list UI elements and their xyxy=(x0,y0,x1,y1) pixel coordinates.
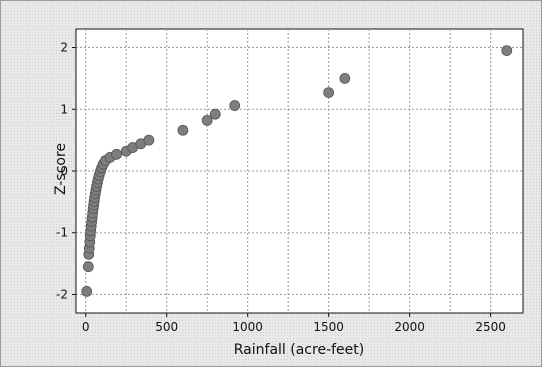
x-tick-label: 500 xyxy=(155,320,178,334)
data-point xyxy=(81,285,93,297)
data-point xyxy=(323,87,335,98)
data-point xyxy=(209,108,221,120)
x-tick-label: 0 xyxy=(82,320,90,334)
grid-lines xyxy=(76,29,523,313)
y-tick-label: 0 xyxy=(60,164,68,178)
data-point xyxy=(111,148,122,160)
plot-area xyxy=(75,28,524,314)
y-axis-title: Z-score xyxy=(53,143,69,195)
data-point xyxy=(339,72,351,84)
data-point xyxy=(82,261,94,273)
x-tick-label: 2500 xyxy=(475,320,506,334)
x-tick-label: 2000 xyxy=(394,320,425,334)
y-tick-label: 2 xyxy=(60,41,68,55)
data-points xyxy=(81,45,513,297)
x-tick-label: 1000 xyxy=(232,320,263,334)
data-point xyxy=(201,114,213,126)
x-axis-title: Rainfall (acre-feet) xyxy=(234,342,364,358)
data-point xyxy=(229,100,241,111)
data-point xyxy=(177,124,189,136)
data-point xyxy=(501,45,513,57)
data-point xyxy=(143,134,155,146)
y-tick-label: -1 xyxy=(56,226,68,240)
axis-ticks: 0 500 1000 1500 2000 2500 -2 -1 0 1 2 xyxy=(56,41,506,334)
x-tick-label: 1500 xyxy=(313,320,344,334)
y-tick-label: -2 xyxy=(56,287,68,301)
y-tick-label: 1 xyxy=(60,102,68,116)
